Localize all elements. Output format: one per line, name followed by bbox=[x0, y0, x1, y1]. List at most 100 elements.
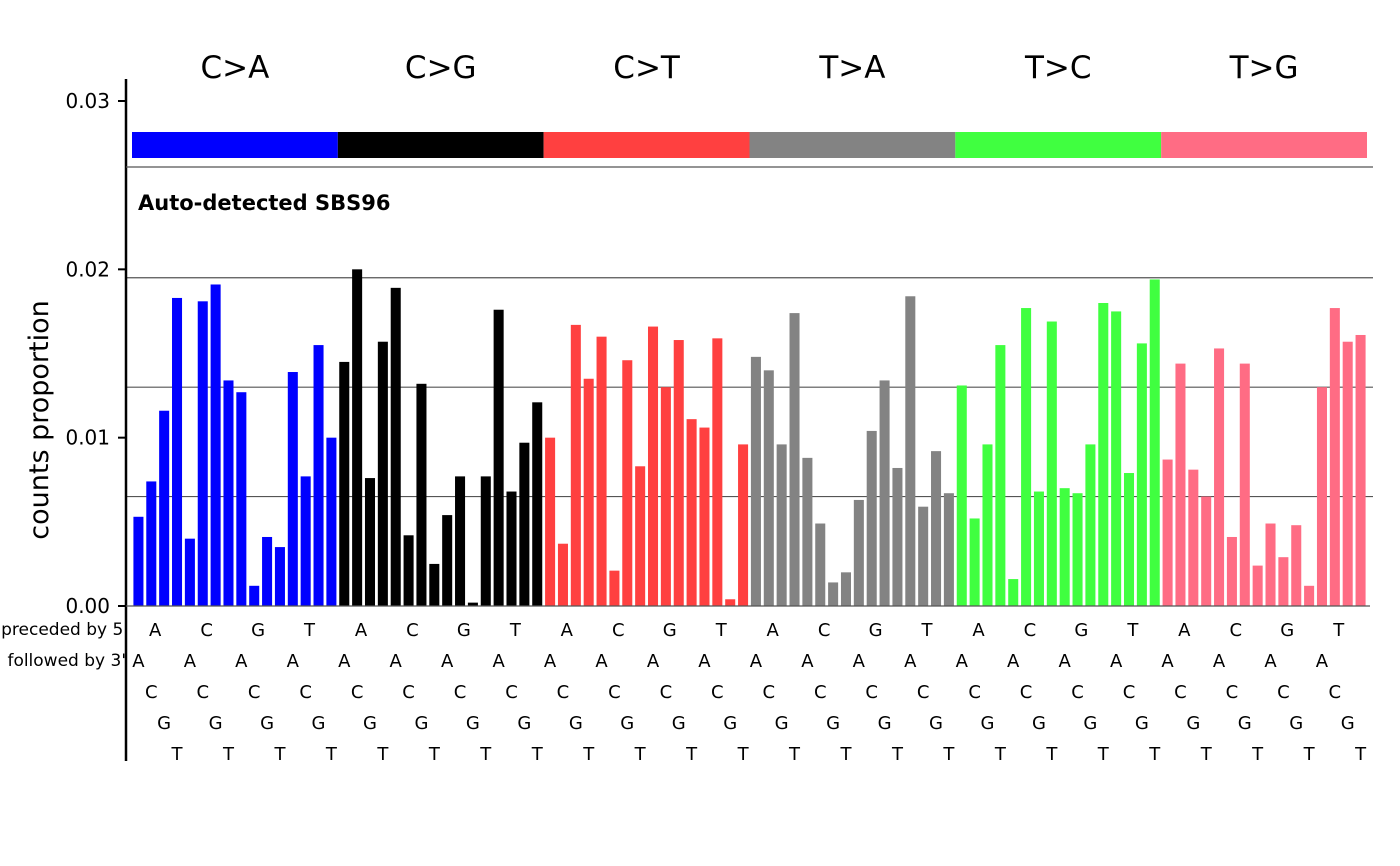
context-3prime-letter: A bbox=[853, 651, 866, 672]
y-ticks: 0.00 0.01 0.02 0.03 bbox=[65, 89, 126, 618]
context-3prime-letter: T bbox=[788, 744, 801, 765]
context-3prime-letter: G bbox=[1289, 713, 1303, 734]
bars bbox=[133, 269, 1366, 606]
context-3prime-letter: C bbox=[1123, 682, 1136, 703]
bar bbox=[1021, 308, 1032, 606]
context-3prime-letter: A bbox=[1161, 651, 1174, 672]
bar bbox=[133, 516, 144, 606]
bar bbox=[686, 419, 697, 606]
bar bbox=[802, 457, 813, 606]
context-3prime-letter: A bbox=[492, 651, 505, 672]
bar bbox=[1175, 363, 1186, 606]
bar bbox=[1239, 363, 1250, 606]
context-3prime-letter: G bbox=[981, 713, 995, 734]
context-3prime-letter: A bbox=[1316, 651, 1329, 672]
bar bbox=[738, 444, 749, 606]
context-3prime-letter: A bbox=[1213, 651, 1226, 672]
mutation-type-label: T>A bbox=[818, 50, 885, 86]
context-3prime-letter: C bbox=[917, 682, 930, 703]
bar bbox=[519, 442, 530, 606]
bar bbox=[249, 585, 260, 606]
bar bbox=[776, 444, 787, 606]
bar bbox=[1265, 523, 1276, 606]
context-3prime-letter: G bbox=[723, 713, 737, 734]
context-5prime-letter: A bbox=[355, 620, 368, 641]
context-3prime-letter: T bbox=[531, 744, 544, 765]
bar bbox=[918, 506, 929, 606]
bar bbox=[377, 341, 388, 606]
context-3prime-letter: G bbox=[775, 713, 789, 734]
context-3prime-letter: T bbox=[273, 744, 286, 765]
bar bbox=[596, 336, 607, 606]
bar bbox=[995, 345, 1006, 606]
context-3prime-letter: T bbox=[1303, 744, 1316, 765]
context-3prime-letter: A bbox=[441, 651, 454, 672]
context-3prime-letter: G bbox=[1135, 713, 1149, 734]
context-3prime-letter: A bbox=[801, 651, 814, 672]
context-3prime-letter: C bbox=[608, 682, 621, 703]
context-3prime-letter: T bbox=[994, 744, 1007, 765]
mutation-type-strips bbox=[132, 132, 1367, 158]
bar bbox=[892, 467, 903, 606]
context-3prime-letter: C bbox=[145, 682, 158, 703]
context-5prime-letter: G bbox=[251, 620, 265, 641]
bar bbox=[416, 383, 427, 606]
bar bbox=[467, 602, 478, 606]
bar bbox=[364, 478, 376, 606]
context-3prime-letter: G bbox=[1341, 713, 1355, 734]
bar bbox=[210, 284, 221, 606]
mutation-type-label: T>C bbox=[1024, 50, 1092, 86]
bar bbox=[1072, 493, 1083, 606]
bar bbox=[442, 515, 453, 606]
context-3prime-letter: C bbox=[505, 682, 518, 703]
context-3prime-letter: G bbox=[620, 713, 634, 734]
context-3prime-letter: C bbox=[402, 682, 415, 703]
bar bbox=[403, 535, 414, 606]
context-3prime-letter: A bbox=[390, 651, 403, 672]
bar bbox=[1252, 565, 1263, 606]
context-3prime-letter: T bbox=[222, 744, 235, 765]
context-5prime-letter: G bbox=[1074, 620, 1088, 641]
bar bbox=[647, 326, 659, 606]
mutation-type-label: C>G bbox=[405, 50, 477, 86]
context-3prime-letter: G bbox=[929, 713, 943, 734]
bar bbox=[828, 582, 839, 606]
bar bbox=[262, 536, 273, 606]
context-3prime-letter: C bbox=[1329, 682, 1342, 703]
context-3prime-letter: T bbox=[582, 744, 595, 765]
context-5prime-letter: C bbox=[200, 620, 213, 641]
context-5prime-letter: C bbox=[1024, 620, 1037, 641]
bar bbox=[660, 387, 671, 606]
bar bbox=[390, 287, 401, 606]
bar bbox=[184, 538, 195, 606]
bar bbox=[982, 444, 993, 606]
bar bbox=[274, 547, 285, 606]
context-3prime-letter: G bbox=[878, 713, 892, 734]
bar bbox=[455, 476, 466, 606]
context-3prime-letter: A bbox=[647, 651, 660, 672]
context-3prime-letter: C bbox=[248, 682, 261, 703]
context-3prime-letter: G bbox=[672, 713, 686, 734]
bar bbox=[1278, 557, 1289, 606]
bar bbox=[1008, 579, 1019, 606]
bar bbox=[1188, 469, 1199, 606]
context-3prime-letter: A bbox=[287, 651, 300, 672]
bar bbox=[1046, 321, 1057, 606]
context-5prime-letter: T bbox=[509, 620, 522, 641]
bar bbox=[622, 360, 633, 606]
bar bbox=[1111, 311, 1122, 606]
context-3prime-letter: C bbox=[968, 682, 981, 703]
context-5prime-letter: C bbox=[406, 620, 419, 641]
bar bbox=[480, 476, 491, 606]
context-3prime-letter: T bbox=[634, 744, 647, 765]
bar bbox=[326, 437, 337, 606]
context-3prime-letter: C bbox=[1071, 682, 1084, 703]
bar bbox=[943, 493, 954, 606]
bar bbox=[570, 324, 581, 606]
bar bbox=[789, 313, 800, 606]
y-tick-label: 0.01 bbox=[65, 426, 110, 450]
context-3prime-letter: C bbox=[1174, 682, 1187, 703]
context-3prime-letter: G bbox=[363, 713, 377, 734]
context-3prime-letter: C bbox=[1277, 682, 1290, 703]
mutation-type-label: T>G bbox=[1229, 50, 1299, 86]
